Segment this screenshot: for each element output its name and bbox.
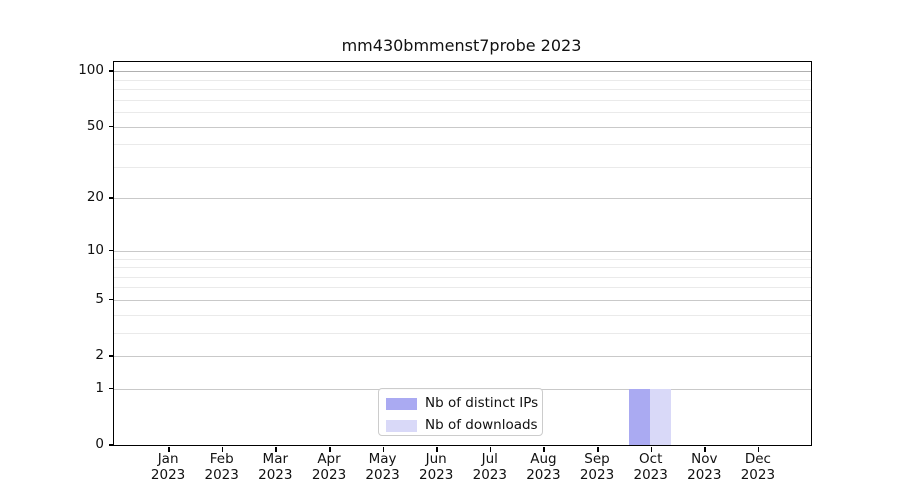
y-tick-mark [109,444,114,446]
y-tick-label: 20 [86,189,104,206]
gridline-minor [114,332,811,334]
x-tick-label-oct: Oct 2023 [633,451,668,483]
gridline-minor [114,314,811,316]
gridline-minor [114,89,811,90]
x-tick-label-aug: Aug 2023 [526,451,561,483]
gridline-minor [114,258,811,260]
legend-entry-distinct-ips: Nb of distinct IPs [386,396,542,411]
x-tick-label-sep: Sep 2023 [579,451,615,483]
gridline-minor [114,287,811,289]
y-tick-mark [109,355,114,357]
gridline-minor [114,99,811,101]
x-tick-mark [650,447,653,452]
x-tick-mark [543,447,545,452]
x-tick-label-dec: Dec 2023 [740,451,776,483]
y-tick-mark [109,197,114,199]
gridline-minor [114,111,811,113]
x-tick-mark [168,447,170,452]
gridline-minor [114,267,811,268]
gridline-minor [114,276,811,278]
y-tick-label: 10 [86,241,104,258]
x-tick-label-jan: Jan 2023 [150,451,186,483]
x-tick-label-nov: Nov 2023 [687,451,722,483]
gridline-major [114,198,811,200]
gridline-major [114,126,811,128]
bar-nb-of-distinct-ips-oct [629,388,651,445]
x-tick-label-mar: Mar 2023 [258,451,293,483]
gridline-major [114,71,811,73]
x-tick-mark [329,447,331,452]
y-tick-mark [109,125,114,127]
y-tick-label: 5 [95,290,104,307]
x-tick-label-jun: Jun 2023 [419,451,454,483]
y-tick-mark [109,70,114,72]
gridline-minor [114,144,811,146]
x-tick-label-jul: Jul 2023 [472,451,507,483]
y-tick-mark [109,387,114,390]
x-tick-mark [436,447,438,452]
gridline-major [114,356,811,357]
x-tick-mark [382,447,385,452]
x-tick-label-feb: Feb 2023 [204,451,239,483]
y-tick-label: 0 [95,436,104,452]
x-tick-mark [221,447,224,452]
gridline-major [114,299,811,301]
x-tick-mark [275,447,277,452]
legend-label-distinct-ips: Nb of distinct IPs [425,395,539,411]
gridline-minor [114,79,811,81]
x-tick-label-apr: Apr 2023 [311,451,347,483]
x-tick-mark [757,447,760,452]
legend-label-downloads: Nb of downloads [425,417,538,433]
y-tick-label: 2 [95,347,104,363]
x-tick-mark [489,447,492,452]
legend: Nb of distinct IPs Nb of downloads [378,388,543,436]
x-tick-label-may: May 2023 [365,451,400,483]
x-tick-mark [597,447,599,452]
y-tick-label: 100 [78,62,104,79]
gridline-major [114,250,811,252]
plot-area [113,61,812,446]
gridline-minor [114,166,811,168]
legend-swatch-downloads [386,419,417,432]
bar-nb-of-downloads-oct [650,388,672,445]
legend-entry-downloads: Nb of downloads [386,418,542,433]
legend-swatch-distinct-ips [386,397,417,410]
chart-title: mm430bmmenst7probe 2023 [341,36,582,55]
y-tick-label: 50 [86,117,104,134]
y-tick-label: 1 [95,379,104,396]
y-tick-mark [109,298,114,301]
y-tick-mark [109,249,114,252]
x-tick-mark [704,447,706,452]
